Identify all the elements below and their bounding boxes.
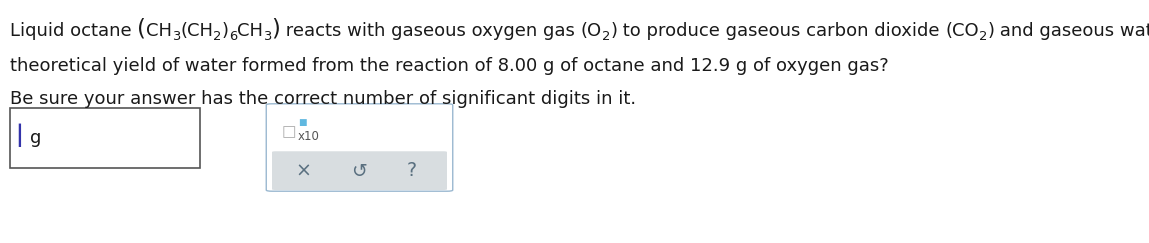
Text: (O: (O [580, 22, 602, 40]
Text: ×: × [295, 162, 311, 181]
Text: CH: CH [146, 22, 172, 40]
Text: ■: ■ [298, 118, 307, 127]
Text: ↺: ↺ [352, 162, 368, 181]
Text: ?: ? [407, 162, 417, 181]
Text: (CH: (CH [180, 22, 214, 40]
Text: to produce gaseous carbon dioxide: to produce gaseous carbon dioxide [617, 22, 946, 40]
Text: Be sure your answer has the correct number of significant digits in it.: Be sure your answer has the correct numb… [10, 90, 637, 108]
Text: 2: 2 [214, 30, 222, 43]
Text: reacts with gaseous oxygen gas: reacts with gaseous oxygen gas [280, 22, 580, 40]
Text: CH: CH [237, 22, 263, 40]
Text: (: ( [138, 18, 146, 41]
Text: 6: 6 [229, 30, 237, 43]
Text: 3: 3 [172, 30, 180, 43]
Text: 2: 2 [979, 30, 987, 43]
Text: and gaseous water: and gaseous water [994, 22, 1149, 40]
Text: 3: 3 [263, 30, 271, 43]
Text: (CO: (CO [946, 22, 979, 40]
Text: ): ) [610, 22, 617, 40]
Text: ): ) [222, 22, 229, 40]
Text: 2: 2 [602, 30, 610, 43]
Text: Liquid octane: Liquid octane [10, 22, 138, 40]
Text: g: g [30, 129, 41, 147]
Text: □: □ [282, 124, 296, 139]
Text: theoretical yield of water formed from the reaction of 8.00 g of octane and 12.9: theoretical yield of water formed from t… [10, 57, 888, 75]
Text: x10: x10 [298, 130, 319, 142]
Text: ▏: ▏ [18, 124, 36, 147]
Text: ): ) [271, 18, 280, 41]
Text: ): ) [987, 22, 994, 40]
